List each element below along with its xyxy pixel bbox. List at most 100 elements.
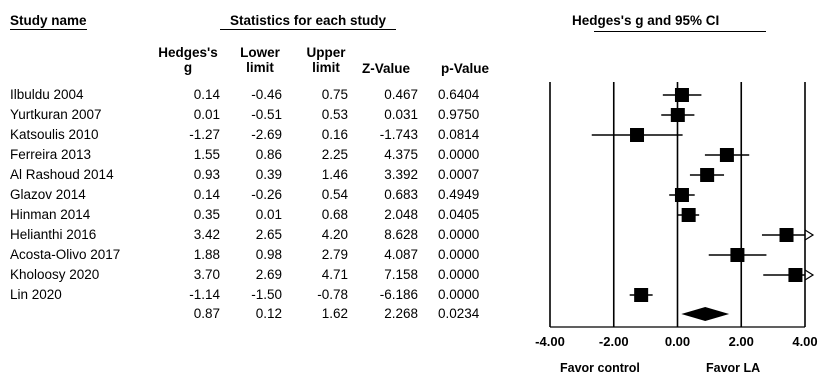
upper-limit-value: 4.71 — [321, 267, 348, 282]
p-value: 0.9750 — [438, 107, 480, 122]
study-name: Hinman 2014 — [10, 207, 91, 222]
z-value: 8.628 — [384, 227, 418, 242]
upper-limit-value: 1.46 — [321, 167, 348, 182]
hedges-g-value: 1.55 — [193, 147, 220, 162]
x-tick-label: 0.00 — [665, 334, 690, 349]
lower-limit-value: -1.50 — [251, 287, 282, 302]
p-value: 0.0000 — [438, 267, 480, 282]
p-value: 0.4949 — [438, 187, 480, 202]
study-name: Acosta-Olivo 2017 — [10, 247, 121, 262]
effect-square — [670, 108, 685, 122]
lower-limit-value: 0.39 — [255, 167, 282, 182]
upper-limit-value: 0.53 — [321, 107, 348, 122]
effect-square — [674, 88, 689, 102]
study-name: Helianthi 2016 — [10, 227, 97, 242]
z-value: 2.048 — [384, 207, 418, 222]
effect-square — [730, 248, 745, 262]
col-header-lower-limit: Lower limit — [240, 45, 280, 75]
hedges-g-value: 1.88 — [193, 247, 220, 262]
z-value: 4.375 — [384, 147, 418, 162]
p-value: 0.0814 — [438, 127, 480, 142]
effect-square — [630, 128, 645, 142]
z-value: 3.392 — [384, 167, 418, 182]
upper-limit-value: 0.68 — [321, 207, 348, 222]
p-value: 0.0007 — [438, 167, 480, 182]
z-value: 7.158 — [384, 267, 418, 282]
favor-la-label: Favor LA — [706, 361, 761, 375]
upper-limit-value: 0.54 — [321, 187, 348, 202]
lower-limit-value: 0.86 — [255, 147, 282, 162]
p-value: 0.0405 — [438, 207, 480, 222]
upper-limit-value: -0.78 — [317, 287, 348, 302]
ci-arrow — [804, 269, 815, 281]
p-value: 0.0000 — [438, 247, 480, 262]
effect-square — [681, 208, 696, 222]
p-value: 0.0000 — [438, 287, 480, 302]
study-name: Lin 2020 — [10, 287, 62, 302]
study-name: Al Rashoud 2014 — [10, 167, 114, 182]
col-header-p-value: p-Value — [440, 61, 489, 76]
study-name: Ferreira 2013 — [10, 147, 92, 162]
upper-limit-value: 4.20 — [321, 227, 348, 242]
z-value: 0.683 — [384, 187, 418, 202]
upper-limit-value: 2.79 — [321, 247, 348, 262]
study-name-header: Study name — [10, 13, 87, 30]
z-value: -1.743 — [379, 127, 418, 142]
summary-diamond — [681, 307, 730, 321]
lower-limit-value: -2.69 — [251, 127, 282, 142]
summary-hedges-g: 0.87 — [193, 306, 220, 321]
hedges-g-value: 0.01 — [193, 107, 220, 122]
ci-arrow — [804, 229, 815, 241]
upper-limit-value: 2.25 — [321, 147, 348, 162]
study-name: Kholoosy 2020 — [10, 267, 100, 282]
x-tick-label: -2.00 — [599, 334, 629, 349]
hedges-g-value: -1.27 — [189, 127, 220, 142]
study-name: Yurtkuran 2007 — [10, 107, 102, 122]
upper-limit-value: 0.75 — [321, 87, 348, 102]
col-header-hedges-g: Hedges's g — [158, 45, 218, 75]
lower-limit-value: -0.51 — [251, 107, 282, 122]
effect-square — [788, 268, 803, 282]
p-value: 0.0000 — [438, 227, 480, 242]
effect-square — [700, 168, 715, 182]
study-name: Glazov 2014 — [10, 187, 86, 202]
study-name: Ilbuldu 2004 — [10, 87, 84, 102]
hedges-g-value: 0.93 — [193, 167, 220, 182]
favor-control-label: Favor control — [560, 361, 640, 375]
effect-square — [674, 188, 689, 202]
col-header-z-value: Z-Value — [361, 61, 410, 76]
effect-square — [634, 288, 649, 302]
upper-limit-value: 0.16 — [321, 127, 348, 142]
summary-z-value: 2.268 — [384, 306, 418, 321]
summary-lower-limit: 0.12 — [255, 306, 282, 321]
lower-limit-value: -0.26 — [251, 187, 282, 202]
plot-title: Hedges's g and 95% CI — [572, 13, 720, 28]
hedges-g-value: -1.14 — [189, 287, 220, 302]
effect-square — [779, 228, 794, 242]
summary-p-value: 0.0234 — [438, 306, 480, 321]
lower-limit-value: 0.01 — [255, 207, 282, 222]
z-value: 0.467 — [384, 87, 418, 102]
hedges-g-value: 3.42 — [193, 227, 220, 242]
z-value: 0.031 — [384, 107, 418, 122]
summary-upper-limit: 1.62 — [321, 306, 348, 321]
x-tick-label: 4.00 — [792, 334, 817, 349]
stats-header: Statistics for each study — [220, 13, 396, 30]
hedges-g-value: 3.70 — [193, 267, 220, 282]
hedges-g-value: 0.14 — [193, 87, 220, 102]
study-name: Katsoulis 2010 — [10, 127, 99, 142]
p-value: 0.6404 — [438, 87, 480, 102]
hedges-g-value: 0.14 — [193, 187, 220, 202]
z-value: -6.186 — [379, 287, 418, 302]
z-value: 4.087 — [384, 247, 418, 262]
col-header-upper-limit: Upper limit — [306, 45, 346, 75]
lower-limit-value: 0.98 — [255, 247, 282, 262]
p-value: 0.0000 — [438, 147, 480, 162]
lower-limit-value: -0.46 — [251, 87, 282, 102]
hedges-g-value: 0.35 — [193, 207, 220, 222]
x-tick-label: 2.00 — [729, 334, 754, 349]
plot-title-rule — [594, 31, 766, 32]
lower-limit-value: 2.65 — [255, 227, 282, 242]
effect-square — [719, 148, 734, 162]
